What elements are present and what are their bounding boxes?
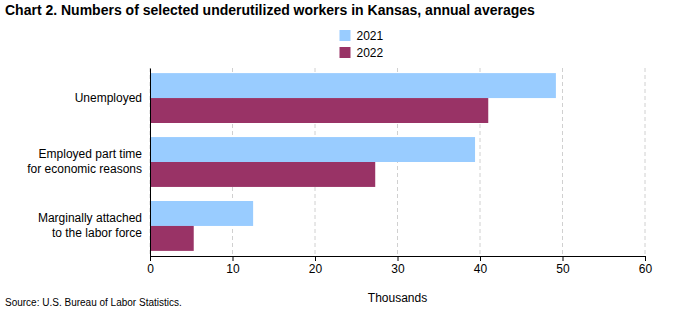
tick-label: 40 bbox=[474, 262, 488, 276]
tick: 10 bbox=[226, 256, 240, 276]
plot: 0 10 20 30 40 50 60 Unemployed Employed part tim… bbox=[27, 68, 652, 276]
tick: 30 bbox=[391, 256, 405, 276]
grid-line bbox=[150, 68, 151, 256]
tick: 40 bbox=[474, 256, 488, 276]
category-label-line: to the labor force bbox=[52, 226, 142, 240]
tick: Employed part timefor economic reasons bbox=[27, 147, 150, 176]
tick-mark bbox=[150, 256, 151, 261]
bar bbox=[150, 73, 556, 98]
grid-line bbox=[562, 68, 563, 256]
tick: Marginally attachedto the labor force bbox=[38, 211, 150, 240]
legend-swatch bbox=[340, 47, 351, 58]
tick: 60 bbox=[639, 256, 653, 276]
tick: 50 bbox=[556, 256, 570, 276]
category-label-line: Marginally attached bbox=[38, 211, 142, 225]
tick-label: 0 bbox=[147, 262, 154, 276]
legend-swatch bbox=[340, 30, 351, 41]
axis-line bbox=[151, 257, 646, 262]
tick: 20 bbox=[309, 256, 323, 276]
grid bbox=[150, 68, 645, 256]
axis-line bbox=[150, 69, 151, 257]
category-label-line: Unemployed bbox=[75, 91, 142, 105]
bar bbox=[150, 98, 488, 123]
legend-label: 2021 bbox=[357, 29, 384, 43]
title: Chart 2. Numbers of selected underutiliz… bbox=[5, 2, 535, 18]
tick-label: 50 bbox=[556, 262, 570, 276]
legend: 2021 2022 bbox=[340, 29, 384, 60]
bar bbox=[150, 162, 375, 187]
tick-label: 30 bbox=[391, 262, 405, 276]
bar bbox=[150, 226, 194, 251]
category-label-line: Employed part time bbox=[39, 147, 143, 161]
axis-title: Thousands bbox=[368, 291, 427, 305]
tick: Unemployed bbox=[75, 91, 150, 105]
legend-label: 2022 bbox=[357, 46, 384, 60]
category-label: Employed part timefor economic reasons bbox=[27, 147, 142, 176]
y-axis: Unemployed Employed part timefor economic… bbox=[27, 69, 150, 257]
chart: Chart 2. Numbers of selected underutiliz… bbox=[0, 0, 673, 310]
tick-mark bbox=[398, 256, 399, 261]
tick-mark bbox=[645, 256, 646, 261]
x-axis: 0 10 20 30 40 50 60 bbox=[147, 256, 652, 276]
bars bbox=[150, 73, 556, 251]
tick-mark bbox=[233, 256, 234, 261]
grid-line bbox=[645, 68, 646, 256]
category-label-line: for economic reasons bbox=[27, 162, 142, 176]
category-label: Marginally attachedto the labor force bbox=[38, 211, 142, 240]
tick-mark bbox=[480, 256, 481, 261]
tick-mark bbox=[563, 256, 564, 261]
category-label: Unemployed bbox=[75, 91, 142, 105]
tick-label: 10 bbox=[226, 262, 240, 276]
tick: 0 bbox=[147, 256, 154, 276]
tick-mark bbox=[315, 256, 316, 261]
bar bbox=[150, 201, 253, 226]
tick-label: 60 bbox=[639, 262, 653, 276]
tick-label: 20 bbox=[309, 262, 323, 276]
source: Source: U.S. Bureau of Labor Statistics. bbox=[5, 297, 182, 308]
bar bbox=[150, 137, 475, 162]
